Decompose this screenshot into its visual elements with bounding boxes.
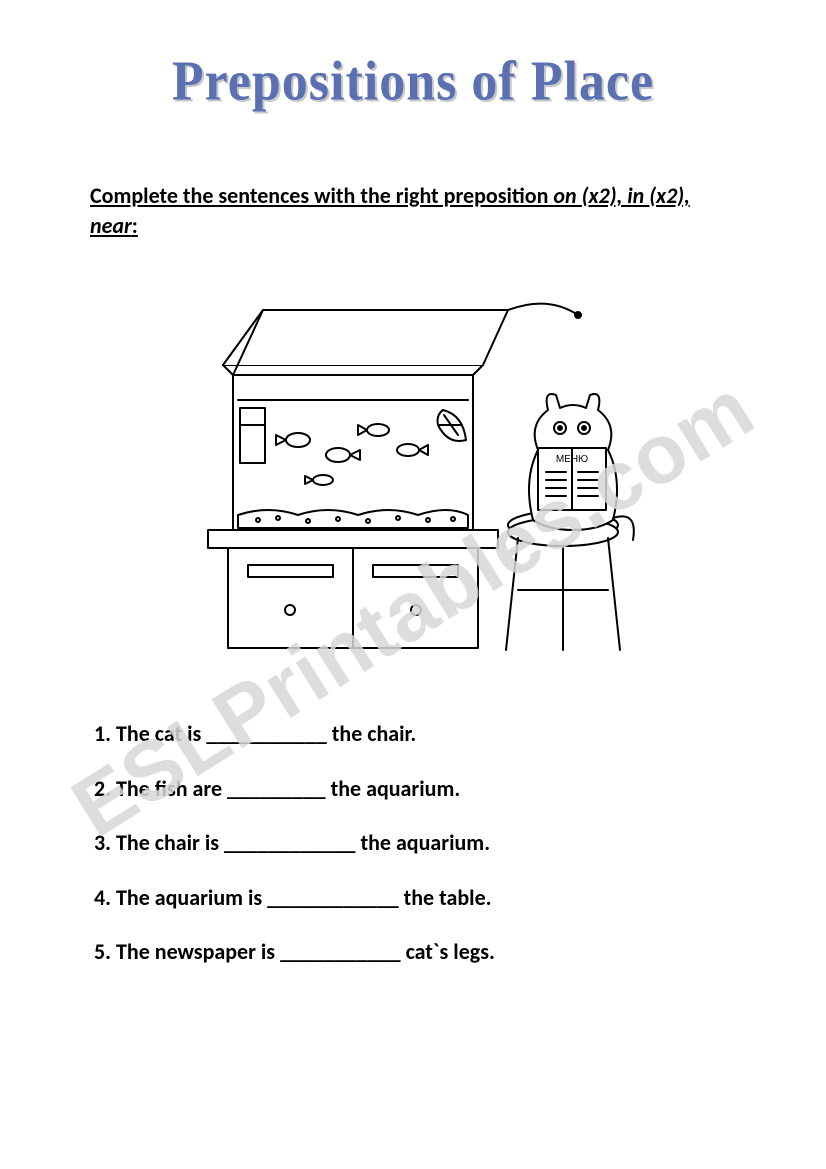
sentence-after: the chair. — [327, 720, 417, 747]
sentence-row: 4. The aquarium is ____________ the tabl… — [94, 874, 736, 922]
instructions-text: Complete the sentences with the right pr… — [90, 181, 736, 240]
instructions-lead: Complete the sentences with the right pr… — [90, 182, 553, 209]
sentence-list: 1. The cat is ___________ the chair. 2. … — [90, 710, 736, 976]
sentence-before: The fish are — [116, 775, 227, 802]
aquarium-cat-illustration: МЕНЮ — [178, 280, 648, 660]
sentence-number: 4. — [94, 884, 111, 911]
sentence-after: cat`s legs. — [401, 938, 495, 965]
illustration-container: МЕНЮ — [90, 280, 736, 660]
sentence-after: the aquarium. — [326, 775, 461, 802]
sentence-row: 2. The fish are _________ the aquarium. — [94, 765, 736, 813]
worksheet-page: Prepositions of Place Complete the sente… — [0, 0, 826, 1022]
sentence-number: 5. — [94, 938, 111, 965]
sentence-blank[interactable]: ___________ — [206, 720, 327, 747]
sentence-blank[interactable]: ____________ — [224, 829, 355, 856]
sentence-before: The cat is — [116, 720, 206, 747]
sentence-number: 2. — [94, 775, 111, 802]
sentence-blank[interactable]: ___________ — [280, 938, 401, 965]
sentence-row: 1. The cat is ___________ the chair. — [94, 710, 736, 758]
sentence-row: 3. The chair is ____________ the aquariu… — [94, 819, 736, 867]
sentence-blank[interactable]: _________ — [227, 775, 326, 802]
sentence-blank[interactable]: ____________ — [267, 884, 398, 911]
page-title: Prepositions of Place — [90, 50, 736, 114]
sentence-number: 3. — [94, 829, 111, 856]
svg-text:МЕНЮ: МЕНЮ — [556, 454, 588, 465]
sentence-row: 5. The newspaper is ___________ cat`s le… — [94, 928, 736, 976]
sentence-number: 1. — [94, 720, 111, 747]
sentence-after: the aquarium. — [355, 829, 490, 856]
sentence-before: The newspaper is — [116, 938, 280, 965]
instructions-trailing: : — [132, 212, 138, 239]
sentence-before: The aquarium is — [116, 884, 267, 911]
sentence-after: the table. — [399, 884, 492, 911]
sentence-before: The chair is — [116, 829, 224, 856]
